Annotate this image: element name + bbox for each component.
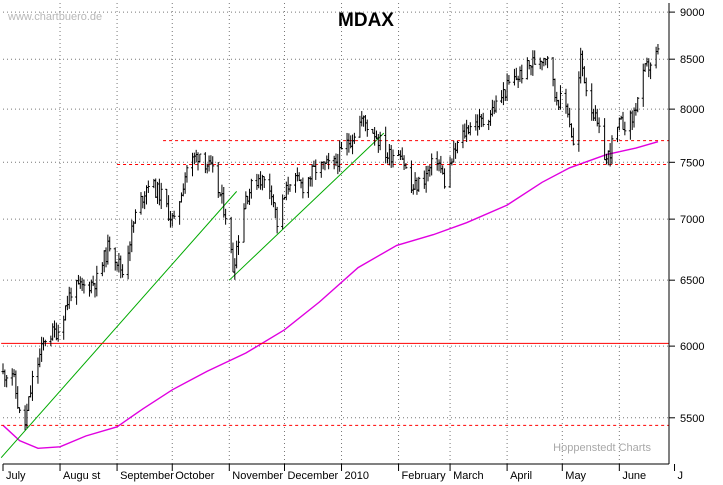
y-axis-ticks: 9000 8500 8000 7500 7000 6500 6000 5500 [669, 7, 704, 425]
price-bars [1, 43, 660, 431]
chart-title: MDAX [338, 10, 394, 31]
x-tick-label: July [6, 470, 26, 482]
x-tick-label: December [287, 470, 338, 482]
y-tick-label: 8000 [680, 104, 704, 116]
watermark: www.chartbuero.de [7, 11, 102, 23]
x-tick-label: 2010 [345, 470, 369, 482]
trend-line [228, 132, 385, 281]
x-tick-label: June [622, 470, 646, 482]
x-axis-ticks: July Augu st September October November Decem… [2, 464, 684, 482]
x-tick-label: April [510, 470, 532, 482]
x-tick-label: November [232, 470, 283, 482]
y-tick-label: 5500 [680, 413, 704, 425]
x-tick-label: Augu st [63, 470, 100, 482]
moving-average-line [2, 141, 659, 450]
x-tick-label: March [453, 470, 484, 482]
trend-line [0, 191, 238, 459]
y-tick-label: 7000 [680, 214, 704, 226]
x-tick-label: September [120, 470, 174, 482]
moving-average-layer [2, 141, 659, 450]
trend-lines-layer [0, 132, 385, 459]
x-tick-label: J [678, 470, 684, 482]
y-tick-label: 8500 [680, 54, 704, 66]
y-tick-label: 6000 [680, 341, 704, 353]
y-tick-label: 6500 [680, 275, 704, 287]
y-tick-label: 9000 [680, 7, 704, 19]
x-tick-label: May [565, 470, 586, 482]
y-tick-label: 7500 [680, 157, 704, 169]
axes [3, 3, 670, 465]
credit-text: Hoppenstedt Charts [553, 442, 651, 454]
x-tick-label: February [402, 470, 447, 482]
x-tick-label: October [175, 470, 214, 482]
